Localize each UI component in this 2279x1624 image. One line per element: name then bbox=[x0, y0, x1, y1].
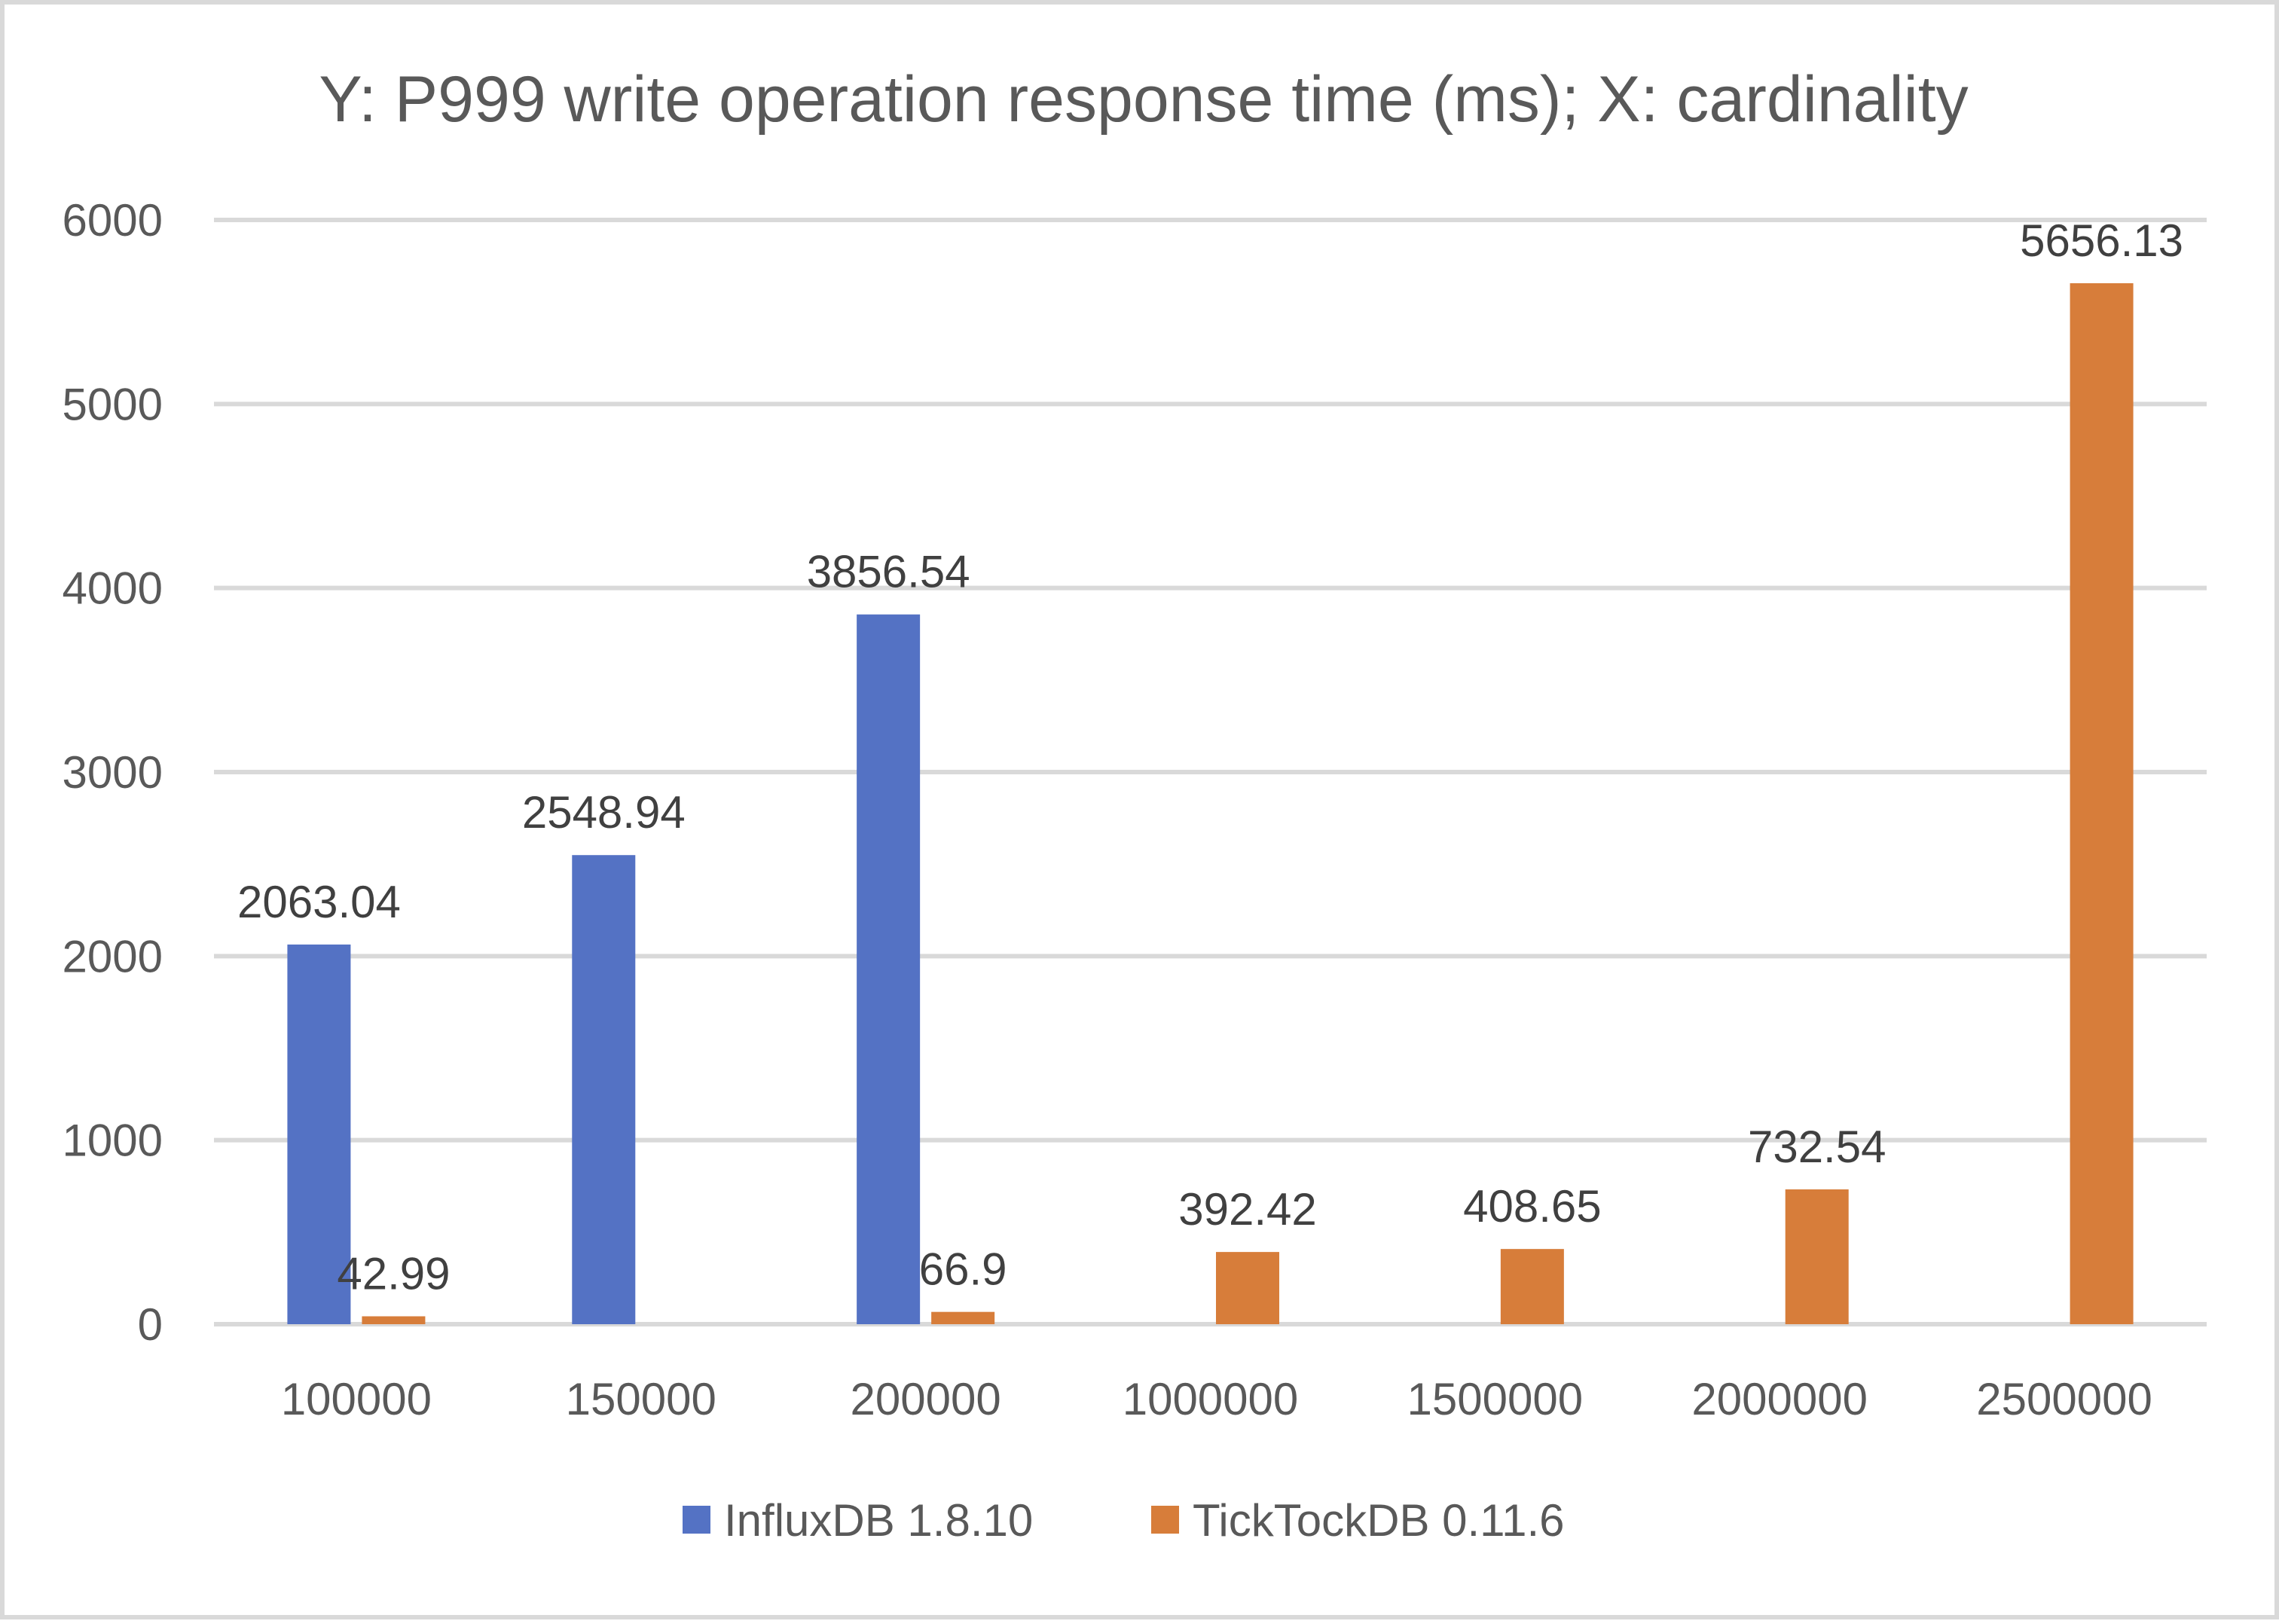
data-label: 2548.94 bbox=[522, 787, 686, 838]
data-label: 392.42 bbox=[1178, 1184, 1317, 1235]
y-tick-label: 2000 bbox=[63, 931, 163, 981]
bar-ticktockdb bbox=[1216, 1252, 1279, 1324]
data-label: 732.54 bbox=[1748, 1122, 1886, 1172]
data-label: 2063.04 bbox=[237, 877, 401, 927]
legend-swatch bbox=[683, 1506, 710, 1534]
bar-chart: Y: P999 write operation response time (m… bbox=[63, 63, 2207, 1546]
chart-title: Y: P999 write operation response time (m… bbox=[319, 63, 1968, 136]
legend-label: InfluxDB 1.8.10 bbox=[724, 1495, 1033, 1546]
legend-label: TickTockDB 0.11.6 bbox=[1193, 1495, 1565, 1546]
y-tick-label: 0 bbox=[138, 1299, 163, 1350]
x-tick-label: 1500000 bbox=[1407, 1374, 1584, 1424]
y-tick-label: 5000 bbox=[63, 379, 163, 429]
y-tick-label: 3000 bbox=[63, 747, 163, 798]
gridlines bbox=[214, 218, 2207, 1326]
y-tick-label: 6000 bbox=[63, 195, 163, 246]
x-tick-label: 2000000 bbox=[1691, 1374, 1868, 1424]
x-tick-label: 100000 bbox=[281, 1374, 432, 1424]
data-label: 3856.54 bbox=[807, 547, 970, 597]
legend-swatch bbox=[1151, 1506, 1179, 1534]
y-tick-label: 4000 bbox=[63, 563, 163, 614]
bar-ticktockdb bbox=[1785, 1189, 1849, 1324]
bars bbox=[287, 283, 2134, 1324]
x-tick-label: 1000000 bbox=[1123, 1374, 1299, 1424]
bar-ticktockdb bbox=[1500, 1249, 1564, 1324]
data-label: 66.9 bbox=[919, 1244, 1007, 1295]
y-tick-label: 1000 bbox=[63, 1116, 163, 1166]
bar-ticktockdb bbox=[931, 1311, 995, 1324]
data-label: 408.65 bbox=[1463, 1181, 1602, 1232]
bar-ticktockdb bbox=[2070, 283, 2134, 1324]
data-label: 42.99 bbox=[337, 1248, 450, 1299]
y-axis-ticks: 0 1000 2000 3000 4000 5000 6000 bbox=[63, 195, 163, 1350]
x-tick-label: 200000 bbox=[851, 1374, 1001, 1424]
x-axis-ticks: 100000 150000 200000 1000000 1500000 2000000 2… bbox=[281, 1374, 2152, 1424]
data-label: 5656.13 bbox=[2020, 215, 2183, 266]
bar-influxdb bbox=[572, 855, 636, 1324]
bar-ticktockdb bbox=[362, 1316, 426, 1324]
bar-influxdb bbox=[857, 614, 921, 1324]
x-tick-label: 2500000 bbox=[1976, 1374, 2152, 1424]
legend: InfluxDB 1.8.10 TickTockDB 0.11.6 bbox=[683, 1495, 1565, 1546]
bar-influxdb bbox=[287, 944, 351, 1324]
data-labels: 2063.04 2548.94 3856.54 42.99 66.9 392.42 408.… bbox=[237, 215, 2183, 1299]
x-tick-label: 150000 bbox=[566, 1374, 716, 1424]
